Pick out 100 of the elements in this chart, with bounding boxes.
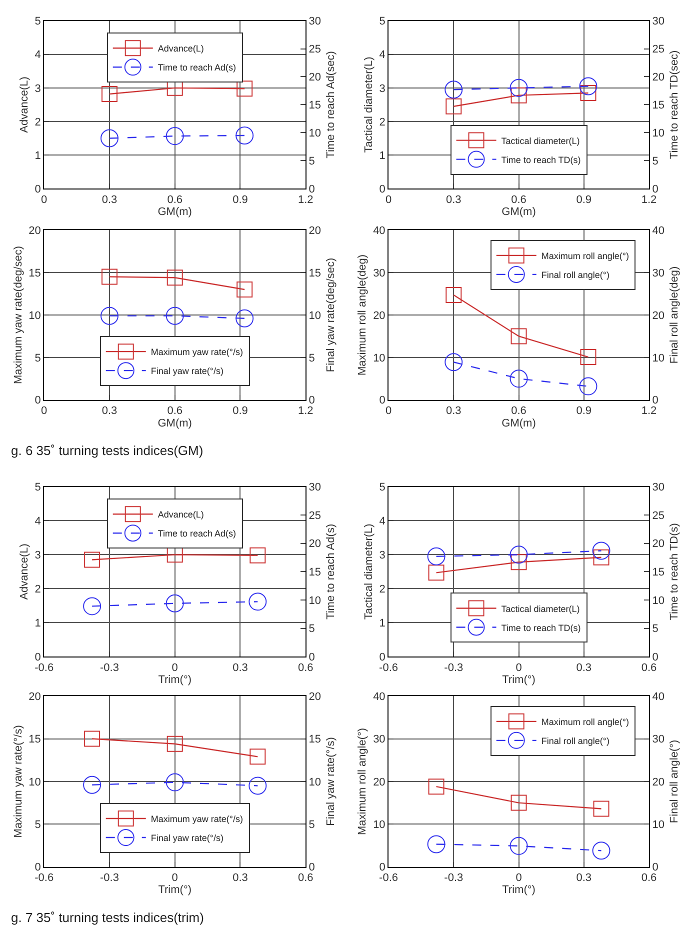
x-tick-label: -0.6 <box>379 662 398 674</box>
y-axis-title: Maximum yaw rate(deg/sec) <box>12 246 24 384</box>
y2-tick-label: 30 <box>652 16 664 28</box>
x-tick-label: 0.9 <box>232 405 248 418</box>
legend-label: Time to reach TD(s) <box>501 622 581 633</box>
x-tick-label: 0.3 <box>232 662 248 674</box>
y-tick-label: 5 <box>379 16 386 28</box>
legend-label: Final yaw rate(°/s) <box>150 833 224 844</box>
y2-tick-label: 30 <box>308 16 322 28</box>
point <box>446 287 462 304</box>
y2-tick-label: 20 <box>652 776 664 788</box>
point <box>166 736 183 752</box>
y-tick-label: 0 <box>34 862 41 874</box>
y2-tick-label: 10 <box>308 128 322 140</box>
x-tick-label: 0.6 <box>511 194 526 206</box>
x-tick-label: 0.9 <box>576 405 592 418</box>
x-axis-title: GM(m) <box>502 206 536 218</box>
y-tick-label: 20 <box>373 776 386 788</box>
x-tick-label: 0.9 <box>232 194 248 206</box>
x-tick-label: 0.6 <box>641 872 657 884</box>
text: g. 7 35˚ turning tests indices(trim) <box>11 910 204 925</box>
y2-tick-label: 0 <box>652 862 658 874</box>
y2-axis-title: Final yaw rate(°/s) <box>325 737 338 826</box>
x-tick-label: 0.9 <box>576 194 592 206</box>
point <box>510 87 527 104</box>
x-tick-label: 0.3 <box>102 405 118 418</box>
y-tick-label: 1 <box>379 617 386 630</box>
x-tick-label: 0.6 <box>511 405 526 418</box>
y2-tick-label: 0 <box>308 394 315 407</box>
y2-tick-label: 0 <box>652 183 658 196</box>
point <box>444 353 463 372</box>
y2-tick-label: 10 <box>652 594 664 607</box>
y2-tick-label: 10 <box>652 352 664 364</box>
point <box>250 748 266 765</box>
y2-axis-title: Time to reach TD(sec) <box>668 50 681 160</box>
y-tick-label: 3 <box>379 550 386 562</box>
point <box>510 370 528 388</box>
x-axis-title: GM(m) <box>158 206 192 218</box>
y-tick-label: 0 <box>379 651 386 664</box>
legend-label: Final roll angle(°) <box>541 270 610 280</box>
y2-axis-title: Final roll angle(deg) <box>668 266 681 364</box>
y2-tick-label: 40 <box>652 690 664 703</box>
x-tick-label: 0.6 <box>167 405 183 418</box>
x-axis-title: Trim(°) <box>158 674 192 686</box>
y2-tick-label: 15 <box>308 566 322 579</box>
y-tick-label: 4 <box>34 516 41 528</box>
point <box>579 377 598 396</box>
legend-label: Time to reach Ad(s) <box>158 528 236 539</box>
y2-tick-label: 5 <box>308 156 315 168</box>
point <box>428 564 444 581</box>
legend-label: Tactical diameter(L) <box>501 604 580 614</box>
x-tick-label: -0.6 <box>379 872 398 884</box>
x-tick-label: 0 <box>516 872 522 884</box>
y2-tick-label: 15 <box>308 267 322 280</box>
y-tick-label: 3 <box>379 82 386 95</box>
y-tick-label: 3 <box>34 550 41 562</box>
y2-tick-label: 0 <box>308 183 315 196</box>
y2-tick-label: 0 <box>652 651 658 664</box>
x-tick-label: -0.6 <box>34 662 54 674</box>
y-axis-title: Tactical diameter(L) <box>362 56 375 153</box>
x-tick-label: -0.3 <box>444 872 464 884</box>
y-axis-title: Maximum yaw rate(°/s) <box>12 725 24 838</box>
y-tick-label: 5 <box>379 482 386 494</box>
y2-axis-title: Final yaw rate(deg/sec) <box>325 258 338 372</box>
y-tick-label: 0 <box>379 862 386 874</box>
y2-tick-label: 25 <box>308 510 322 522</box>
legend-label: Time to reach Ad(s) <box>158 62 236 73</box>
y2-tick-label: 10 <box>652 128 664 140</box>
legend-label: Final yaw rate(°/s) <box>150 366 224 376</box>
y2-axis-title: Final roll angle(°) <box>668 740 681 824</box>
y-tick-label: 2 <box>34 583 41 596</box>
y2-tick-label: 30 <box>652 267 664 280</box>
x-tick-label: 0 <box>172 872 178 884</box>
y2-tick-label: 5 <box>308 352 315 364</box>
x-tick-label: 1.2 <box>298 405 314 418</box>
y-tick-label: 20 <box>28 224 41 237</box>
y-axis-title: Maximum roll angle(deg) <box>356 254 369 376</box>
x-tick-label: -0.3 <box>100 872 119 884</box>
y2-tick-label: 15 <box>308 100 322 112</box>
y2-tick-label: 30 <box>308 482 322 494</box>
y-tick-label: 5 <box>34 352 41 364</box>
y2-tick-label: 15 <box>652 566 664 579</box>
y-tick-label: 20 <box>28 690 41 703</box>
y-axis-title: Advance(L) <box>18 544 30 600</box>
y-tick-label: 40 <box>373 224 386 237</box>
y2-tick-label: 30 <box>652 482 664 494</box>
y2-axis-title: Time to reach Ad(s) <box>325 524 338 620</box>
y2-tick-label: 30 <box>652 734 664 746</box>
y-tick-label: 0 <box>379 183 386 196</box>
x-tick-label: 0 <box>172 662 178 674</box>
y-tick-label: 0 <box>34 394 41 407</box>
y2-tick-label: 5 <box>652 156 658 168</box>
legend-label: Tactical diameter(L) <box>501 136 580 146</box>
y-tick-label: 2 <box>379 583 386 596</box>
legend-label: Time to reach TD(s) <box>501 154 581 165</box>
y2-tick-label: 0 <box>308 862 315 874</box>
point <box>510 328 527 344</box>
y-tick-label: 2 <box>379 116 386 128</box>
y2-tick-label: 15 <box>652 100 664 112</box>
y-tick-label: 10 <box>373 818 386 831</box>
